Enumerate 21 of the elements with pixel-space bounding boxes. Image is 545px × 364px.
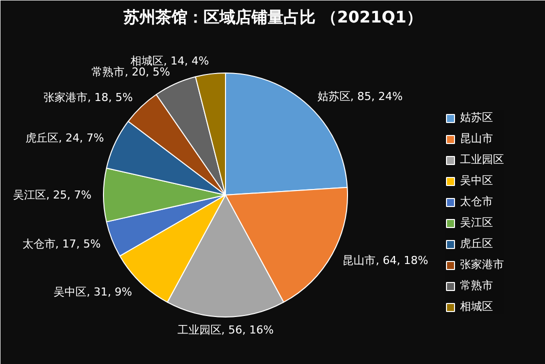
legend-label: 太仓市 xyxy=(460,194,493,209)
legend-label: 工业园区 xyxy=(460,152,504,167)
data-label: 张家港市, 18, 5% xyxy=(43,90,133,104)
data-label: 吴江区, 25, 7% xyxy=(13,188,92,202)
legend-label: 常熟市 xyxy=(460,278,493,293)
data-label: 吴中区, 31, 9% xyxy=(54,285,132,298)
legend-label: 虎丘区 xyxy=(460,236,493,251)
data-label: 昆山市, 64, 18% xyxy=(342,254,428,267)
data-label: 太仓市, 17, 5% xyxy=(22,238,101,251)
legend-label: 吴中区 xyxy=(460,173,493,188)
legend-label: 相城区 xyxy=(460,299,493,314)
data-label: 工业园区, 56, 16% xyxy=(177,324,274,337)
legend-label: 吴江区 xyxy=(460,215,493,230)
legend-label: 姑苏区 xyxy=(460,110,493,125)
data-label: 虎丘区, 24, 7% xyxy=(26,132,104,145)
chart-title: 苏州茶馆：区域店铺量占比 （2021Q1） xyxy=(122,8,422,26)
data-label: 姑苏区, 85, 24% xyxy=(317,90,403,103)
legend-label: 昆山市 xyxy=(460,131,493,146)
data-label: 常熟市, 20, 5% xyxy=(92,65,170,78)
data-label: 相城区, 14, 4% xyxy=(130,54,209,68)
legend-label: 张家港市 xyxy=(460,257,504,272)
